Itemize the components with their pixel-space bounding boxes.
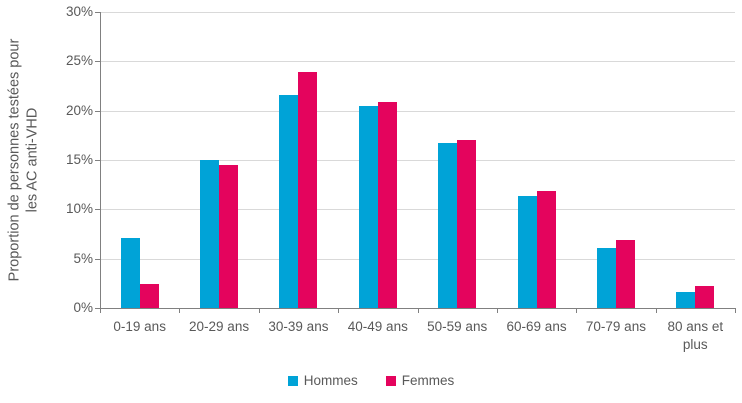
x-category-label-80-ans-et-plus: 80 ans et plus <box>667 319 724 353</box>
bar-hommes-50-59-ans <box>438 143 458 308</box>
bar-femmes-70-79-ans <box>615 239 635 308</box>
y-axis-tick-mark <box>95 12 100 13</box>
y-axis-title-line2: les AC anti-VHD <box>24 107 40 213</box>
bar-femmes-20-29-ans <box>219 164 239 308</box>
x-category-label-0-19-ans: 0-19 ans <box>113 319 166 334</box>
legend-item-hommes: Hommes <box>287 373 358 388</box>
gridline-20pct <box>100 110 735 112</box>
bar-femmes-80-ans-et-plus <box>695 286 715 308</box>
x-category-label-20-29-ans: 20-29 ans <box>189 319 250 334</box>
legend-label-hommes: Hommes <box>303 373 358 388</box>
bar-hommes-0-19-ans <box>120 237 140 308</box>
gridline-5pct <box>100 258 735 260</box>
bar-hommes-40-49-ans <box>358 105 378 308</box>
bar-hommes-20-29-ans <box>200 160 220 308</box>
y-tick-label-25pct: 25% <box>65 53 93 69</box>
gridline-30pct <box>100 12 735 13</box>
legend-swatch-hommes <box>287 375 298 386</box>
bar-femmes-40-49-ans <box>377 101 397 308</box>
gridline-15pct <box>100 160 735 161</box>
bar-femmes-60-69-ans <box>536 190 556 308</box>
bar-hommes-30-39-ans <box>279 94 299 308</box>
x-axis-tick-mark <box>655 308 657 313</box>
y-tick-label-5pct: 5% <box>73 250 93 266</box>
x-axis-tick-mark <box>179 308 181 313</box>
x-axis-tick-mark <box>338 308 340 313</box>
bar-hommes-60-69-ans <box>517 195 537 308</box>
y-tick-label-20pct: 20% <box>65 102 93 118</box>
y-axis-title-line1: Proportion de personnes testées pour <box>6 38 23 282</box>
legend-label-femmes: Femmes <box>401 373 455 388</box>
y-tick-label-10pct: 10% <box>65 201 93 217</box>
x-axis-tick-mark <box>417 308 419 313</box>
bar-femmes-30-39-ans <box>298 72 318 308</box>
y-axis-tick-mark <box>95 209 100 211</box>
bar-femmes-50-59-ans <box>457 140 477 308</box>
y-axis-tick-mark <box>95 110 100 112</box>
y-axis-tick-mark <box>95 258 100 260</box>
x-axis-tick-mark <box>496 308 498 313</box>
x-axis-tick-mark <box>258 308 260 313</box>
y-tick-label-30pct: 30% <box>65 4 93 19</box>
y-tick-label-0pct: 0% <box>73 300 93 315</box>
x-axis-tick-mark <box>576 308 578 313</box>
gridline-25pct <box>100 61 735 63</box>
legend-swatch-femmes <box>385 375 396 386</box>
bar-hommes-70-79-ans <box>596 247 616 308</box>
x-axis-tick-mark <box>100 308 101 313</box>
y-tick-label-15pct: 15% <box>65 152 93 167</box>
gridline-10pct <box>100 209 735 211</box>
x-category-label-40-49-ans: 40-49 ans <box>347 319 408 334</box>
x-category-label-30-39-ans: 30-39 ans <box>268 319 329 334</box>
y-axis-title: Proportion de personnes testées pour les… <box>6 39 41 282</box>
legend: Hommes Femmes <box>0 373 742 388</box>
y-axis-tick-mark <box>95 308 100 309</box>
x-axis-tick-mark <box>735 308 736 313</box>
y-axis-tick-mark <box>95 61 100 63</box>
bar-femmes-0-19-ans <box>139 284 159 308</box>
x-category-label-70-79-ans: 70-79 ans <box>585 319 646 334</box>
x-category-label-50-59-ans: 50-59 ans <box>427 319 488 334</box>
legend-item-femmes: Femmes <box>385 373 455 388</box>
x-category-label-60-69-ans: 60-69 ans <box>506 319 567 334</box>
y-axis-line <box>100 12 101 308</box>
y-axis-tick-mark <box>95 160 100 161</box>
bar-hommes-80-ans-et-plus <box>676 292 696 308</box>
